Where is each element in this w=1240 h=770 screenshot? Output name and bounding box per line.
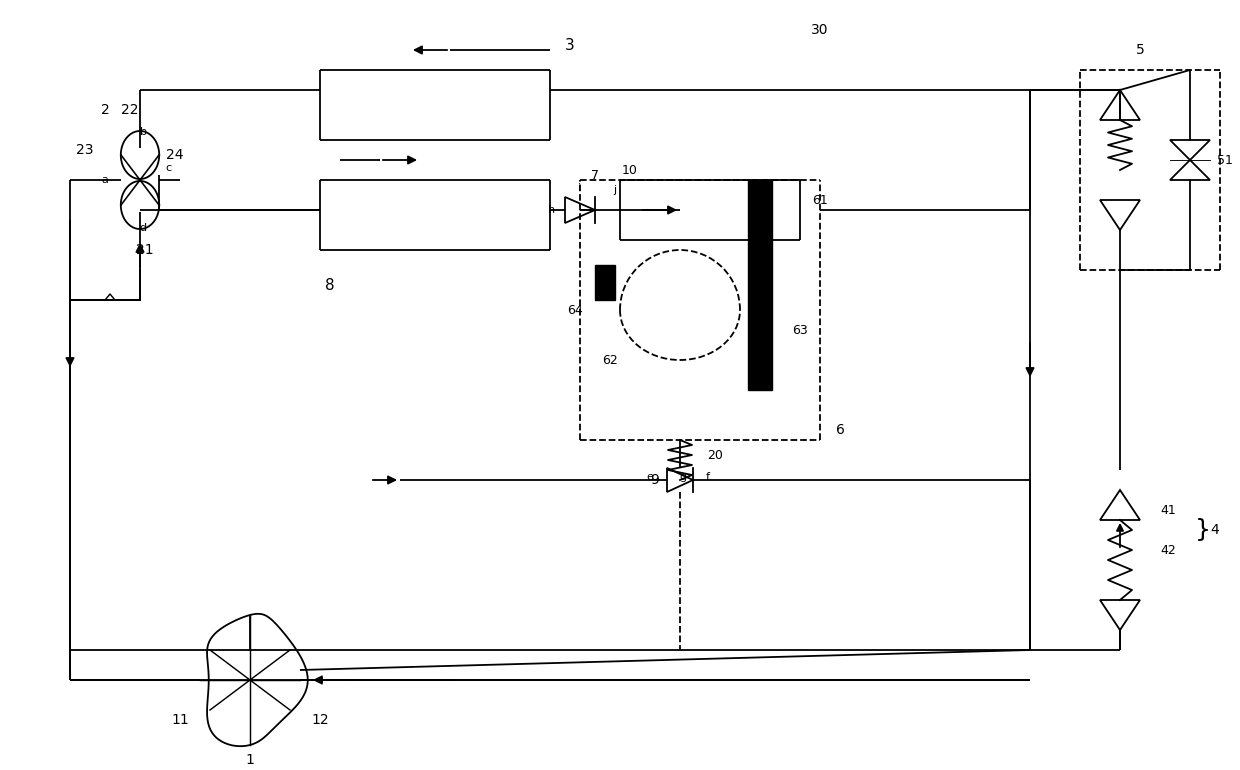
Text: 64: 64 — [567, 303, 583, 316]
Text: 41: 41 — [1159, 504, 1176, 517]
Bar — [748, 180, 773, 390]
Text: 10: 10 — [622, 163, 637, 176]
Text: 2: 2 — [100, 103, 109, 117]
Text: b: b — [140, 127, 146, 137]
Text: d: d — [139, 223, 146, 233]
Text: 12: 12 — [311, 713, 329, 727]
Text: 8: 8 — [325, 277, 335, 293]
Text: 21: 21 — [136, 243, 154, 257]
Text: 42: 42 — [1159, 544, 1176, 557]
Text: 61: 61 — [812, 193, 828, 206]
Text: 63: 63 — [792, 323, 808, 336]
Text: h: h — [548, 205, 556, 215]
Text: 3: 3 — [565, 38, 575, 52]
Text: 1: 1 — [246, 753, 254, 767]
Text: 6: 6 — [836, 423, 844, 437]
Text: 30: 30 — [811, 23, 828, 37]
Text: 62: 62 — [603, 353, 618, 367]
Text: 9: 9 — [651, 473, 660, 487]
Text: j: j — [614, 185, 616, 195]
Text: i: i — [578, 183, 582, 193]
Text: 20: 20 — [707, 448, 723, 461]
Text: c: c — [165, 163, 171, 173]
Text: }: } — [1195, 518, 1211, 542]
Text: 7: 7 — [591, 169, 599, 182]
Text: 22: 22 — [122, 103, 139, 117]
Text: 51: 51 — [1218, 153, 1233, 166]
Text: f: f — [706, 472, 711, 482]
Text: 11: 11 — [171, 713, 188, 727]
Bar — [595, 265, 615, 300]
Text: 4: 4 — [1210, 523, 1219, 537]
Text: 24: 24 — [166, 148, 184, 162]
Text: 5: 5 — [1136, 43, 1145, 57]
Text: g: g — [680, 472, 687, 482]
Text: 23: 23 — [76, 143, 94, 157]
Text: e: e — [646, 472, 653, 482]
Text: a: a — [102, 175, 108, 185]
